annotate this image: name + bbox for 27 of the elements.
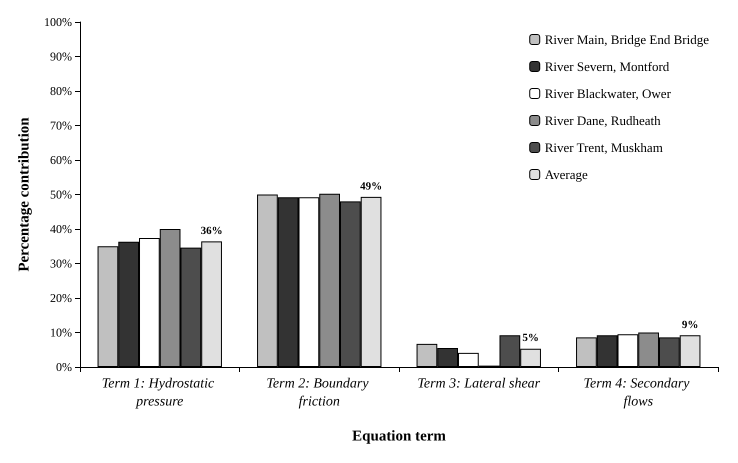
- legend-label: River Blackwater, Ower: [544, 86, 672, 101]
- y-tick-label: 60%: [50, 153, 72, 167]
- legend-label: River Severn, Montford: [544, 59, 670, 74]
- data-label: 36%: [200, 224, 223, 237]
- y-tick-label: 100%: [44, 15, 72, 29]
- y-tick-label: 10%: [50, 326, 72, 340]
- y-tick-label: 70%: [50, 118, 72, 132]
- x-tick-label: Term 4: Secondary flows: [583, 376, 694, 410]
- data-label: 5%: [522, 332, 539, 344]
- x-tick-label: Term 3: Lateral shear: [417, 376, 541, 392]
- y-tick-label: 0%: [56, 360, 72, 374]
- legend-label: River Main, Bridge End Bridge: [544, 32, 710, 47]
- y-tick-label: 40%: [50, 222, 72, 236]
- y-tick-label: 50%: [50, 188, 72, 202]
- legend-label: River Dane, Rudheath: [544, 113, 662, 128]
- y-axis-title: Percentage contribution: [16, 116, 32, 272]
- y-tick-label: 80%: [50, 84, 72, 98]
- y-tick-label: 90%: [50, 50, 72, 64]
- data-label: 9%: [682, 318, 698, 331]
- x-axis-title: Equation term: [352, 428, 446, 444]
- x-tick-label: Term 1: Hydrostatic pressure: [102, 376, 218, 410]
- y-tick-label: 20%: [50, 291, 72, 305]
- legend-label: Average: [544, 167, 588, 182]
- legend-label: River Trent, Muskham: [544, 140, 663, 155]
- x-tick-label: Term 2: Boundary friction: [266, 376, 372, 410]
- y-tick-label: 30%: [50, 256, 72, 270]
- data-label: 49%: [360, 180, 382, 192]
